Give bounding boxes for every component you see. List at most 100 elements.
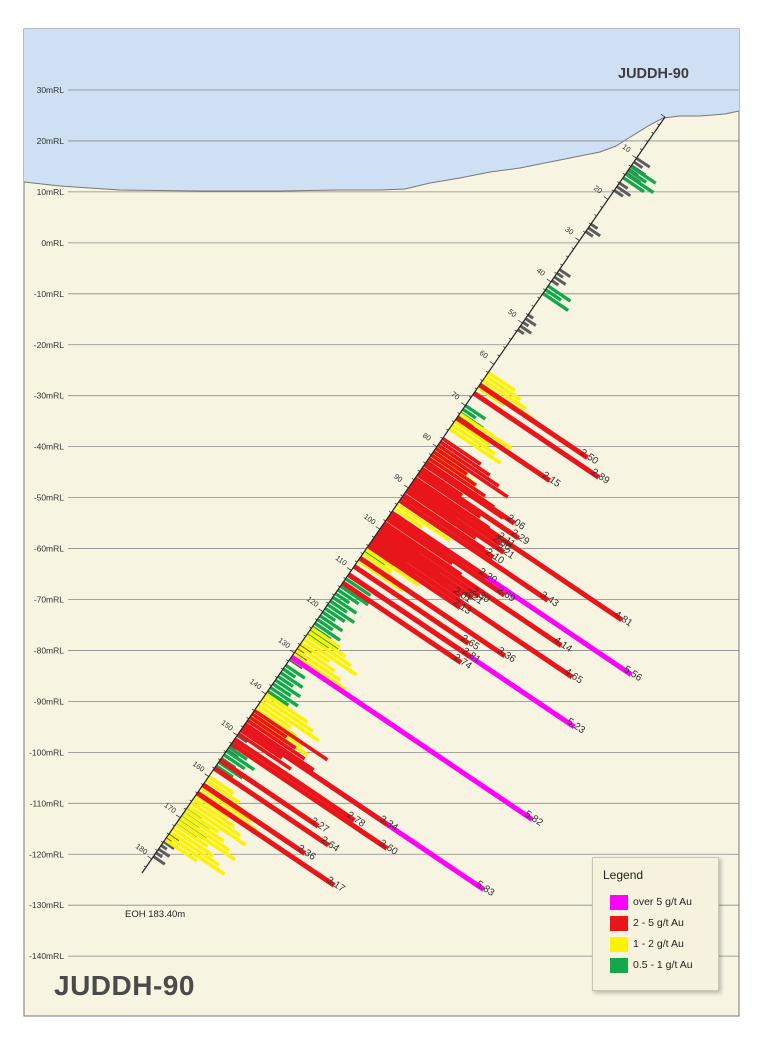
depth-tick	[347, 567, 352, 571]
assay-bar	[207, 775, 235, 795]
rl-label: -100mRL	[29, 747, 64, 757]
assay-bar	[271, 682, 292, 698]
assay-bar	[162, 840, 175, 850]
depth-tick	[309, 626, 312, 629]
assay-bar	[324, 606, 346, 623]
assay-bar	[635, 156, 651, 169]
depth-tick	[440, 436, 443, 439]
legend-label: over 5 g/t Au	[633, 896, 692, 908]
assay-bar	[259, 700, 320, 743]
assay-bar	[157, 847, 171, 858]
depth-tick	[261, 690, 266, 695]
legend-title: Legend	[603, 868, 644, 882]
assay-bar	[296, 647, 306, 655]
assay-bar	[395, 502, 452, 542]
assay-bar	[393, 506, 424, 529]
depth-tick	[531, 304, 535, 307]
depth-tick	[632, 155, 637, 159]
assay-bar	[294, 650, 308, 662]
assay-bar	[386, 514, 506, 598]
assay-bar	[179, 815, 231, 852]
assay-bar	[524, 317, 537, 327]
assay-bar	[590, 222, 599, 230]
assay-bar	[633, 160, 644, 169]
depth-tick	[400, 494, 403, 497]
depth-tick	[518, 319, 523, 324]
assay-bar	[363, 550, 386, 567]
assay-bar	[584, 230, 594, 238]
depth-tick	[366, 543, 369, 546]
depth-tick	[525, 313, 529, 316]
depth-tick	[600, 205, 603, 208]
assay-bar	[218, 757, 320, 829]
depth-tick	[383, 519, 386, 522]
assay-bar	[294, 648, 342, 682]
assay-bar	[381, 523, 563, 648]
assay-bar	[244, 722, 315, 772]
depth-tick	[554, 271, 557, 274]
assay-bar	[398, 498, 550, 603]
legend-swatch	[610, 895, 628, 910]
assay-bar	[326, 603, 356, 624]
assay-bar	[313, 621, 341, 642]
depth-tick	[388, 511, 392, 514]
depth-tick	[232, 732, 238, 736]
rl-label: -40mRL	[34, 442, 65, 452]
assay-bar	[236, 734, 249, 744]
ground-surface-line	[23, 110, 740, 192]
depth-tick	[508, 337, 512, 340]
depth-tick	[257, 700, 261, 703]
assay-bar	[262, 696, 314, 733]
legend-swatch	[610, 958, 628, 973]
assay-bar	[541, 292, 570, 312]
assay-bar	[155, 851, 164, 859]
assay-bar	[302, 637, 358, 677]
assay-bar	[547, 284, 572, 303]
assay-bar	[292, 652, 347, 692]
depth-tick	[354, 560, 358, 563]
depth-tick	[326, 601, 329, 604]
depth-tick	[274, 675, 278, 678]
assay-bar	[364, 547, 420, 587]
depth-tick	[289, 649, 295, 654]
assay-bar	[405, 489, 477, 540]
depth-tick	[428, 453, 432, 456]
depth-tick	[423, 461, 426, 464]
depth-tick	[200, 783, 204, 786]
legend-swatch	[610, 916, 628, 931]
assay-bar	[527, 313, 534, 320]
depth-tick	[503, 346, 506, 349]
assay-bar	[195, 790, 336, 888]
depth-tick	[404, 484, 409, 489]
assay-bar	[253, 709, 329, 762]
depth-tick	[240, 725, 244, 728]
depth-tick	[204, 773, 209, 777]
assay-bars	[152, 156, 657, 892]
assay-bar	[274, 678, 302, 699]
assay-bar	[239, 728, 283, 760]
assay-bar	[334, 592, 351, 605]
assay-bar	[389, 510, 488, 579]
depth-tick	[588, 222, 592, 225]
depth-tick	[542, 288, 546, 291]
depth-tick	[155, 849, 158, 852]
assay-bar	[284, 663, 306, 680]
rl-label: -140mRL	[29, 951, 64, 961]
depth-tick	[651, 131, 654, 134]
depth-tick	[143, 865, 147, 868]
assay-bar	[310, 626, 341, 649]
assay-bar	[362, 551, 393, 574]
depth-tick	[639, 148, 643, 151]
depth-tick	[337, 585, 341, 588]
assay-bar	[321, 610, 337, 623]
depth-tick	[160, 840, 164, 843]
assay-bar	[251, 712, 288, 739]
depth-tick	[660, 113, 666, 118]
depth-tick	[286, 659, 289, 662]
assay-bar	[166, 834, 226, 876]
assay-bar	[436, 443, 500, 488]
assay-bar	[372, 535, 463, 599]
legend-item-1to2: 1 - 2 g/t Au	[610, 936, 718, 954]
assay-bar	[416, 473, 482, 519]
assay-bar	[517, 328, 525, 335]
